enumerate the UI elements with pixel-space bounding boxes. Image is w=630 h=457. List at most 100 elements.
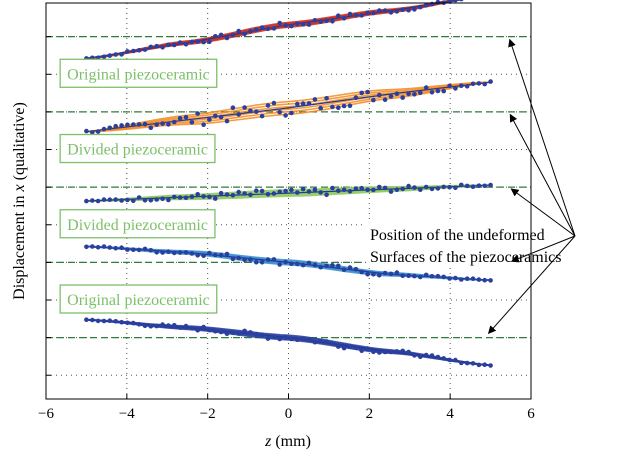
data-point xyxy=(253,188,259,193)
data-point xyxy=(195,192,200,197)
data-point xyxy=(90,130,95,135)
data-point xyxy=(142,323,148,329)
data-point xyxy=(341,345,347,351)
data-point xyxy=(441,88,447,94)
data-point xyxy=(300,336,306,342)
data-point xyxy=(271,100,277,106)
data-point xyxy=(230,32,236,38)
data-point xyxy=(300,186,306,192)
data-point xyxy=(166,249,171,254)
data-point xyxy=(371,272,376,277)
data-point xyxy=(119,198,124,203)
data-point xyxy=(418,187,423,192)
data-point xyxy=(271,334,277,340)
data-point xyxy=(377,92,382,98)
data-point xyxy=(265,336,271,341)
data-point xyxy=(453,185,458,191)
data-point xyxy=(154,197,159,202)
data-point xyxy=(166,323,171,328)
data-point xyxy=(154,43,159,49)
data-point xyxy=(189,120,195,125)
data-point xyxy=(189,251,195,256)
data-point xyxy=(318,190,324,195)
data-point xyxy=(113,123,118,129)
data-point xyxy=(172,194,177,200)
data-point xyxy=(224,192,230,197)
box-label: Original piezoceramic xyxy=(59,58,218,88)
data-point xyxy=(418,90,423,96)
data-point xyxy=(429,186,435,192)
series-2 xyxy=(84,79,493,135)
data-point xyxy=(242,328,247,334)
annotation: Position of the undeformed Surfaces of th… xyxy=(366,38,628,334)
data-point xyxy=(195,39,200,44)
data-point xyxy=(359,348,365,354)
series-curve xyxy=(86,184,491,202)
data-point xyxy=(330,341,335,346)
data-point xyxy=(213,34,218,39)
data-point xyxy=(289,110,294,116)
data-point xyxy=(259,113,265,119)
series-centerline xyxy=(86,245,491,281)
data-point xyxy=(183,41,189,47)
data-point xyxy=(318,264,324,270)
box-label: Divided piezoceramic xyxy=(59,133,216,164)
data-point xyxy=(160,121,165,126)
data-point xyxy=(142,47,148,52)
data-point xyxy=(136,247,142,253)
data-point xyxy=(265,26,271,32)
data-point xyxy=(488,182,493,188)
data-point xyxy=(330,263,335,268)
data-point xyxy=(183,114,189,120)
data-point xyxy=(371,187,376,193)
data-point xyxy=(312,187,318,193)
x-tick-label: 4 xyxy=(446,406,454,422)
data-point xyxy=(377,350,382,355)
data-point xyxy=(388,271,394,277)
data-point xyxy=(388,189,394,194)
x-tick-label: −2 xyxy=(200,406,216,422)
data-point xyxy=(453,275,458,281)
data-point xyxy=(195,328,200,333)
data-point xyxy=(406,183,411,189)
x-tick-label: 0 xyxy=(285,406,293,422)
data-point xyxy=(353,266,359,272)
data-point xyxy=(113,197,118,202)
data-point xyxy=(107,53,113,58)
data-point xyxy=(347,344,353,349)
data-point xyxy=(341,103,347,109)
data-point xyxy=(359,269,365,275)
data-point xyxy=(218,190,224,196)
data-point xyxy=(336,13,341,18)
data-point xyxy=(213,196,218,201)
data-point xyxy=(353,345,359,350)
data-point xyxy=(107,318,113,324)
data-point xyxy=(394,91,400,96)
data-point xyxy=(101,197,107,202)
data-point xyxy=(406,91,411,97)
data-point xyxy=(201,253,206,258)
data-point xyxy=(160,250,165,255)
data-point xyxy=(119,319,124,325)
data-point xyxy=(131,122,136,127)
data-point xyxy=(406,273,411,279)
data-point xyxy=(300,262,306,268)
data-point xyxy=(248,108,253,114)
data-point xyxy=(248,192,253,198)
box-label-frame xyxy=(59,284,218,314)
data-point xyxy=(336,105,341,110)
data-point xyxy=(101,318,107,324)
data-point xyxy=(271,257,277,262)
data-point xyxy=(441,274,447,280)
data-point xyxy=(300,22,306,27)
data-point xyxy=(242,191,247,196)
data-point xyxy=(189,194,195,199)
data-point xyxy=(377,8,382,13)
data-point xyxy=(341,187,347,193)
data-point xyxy=(195,111,200,116)
data-point xyxy=(201,39,206,45)
data-point xyxy=(253,331,259,337)
x-tick-label: −6 xyxy=(38,406,54,422)
data-point xyxy=(277,20,283,26)
data-point xyxy=(271,191,277,196)
